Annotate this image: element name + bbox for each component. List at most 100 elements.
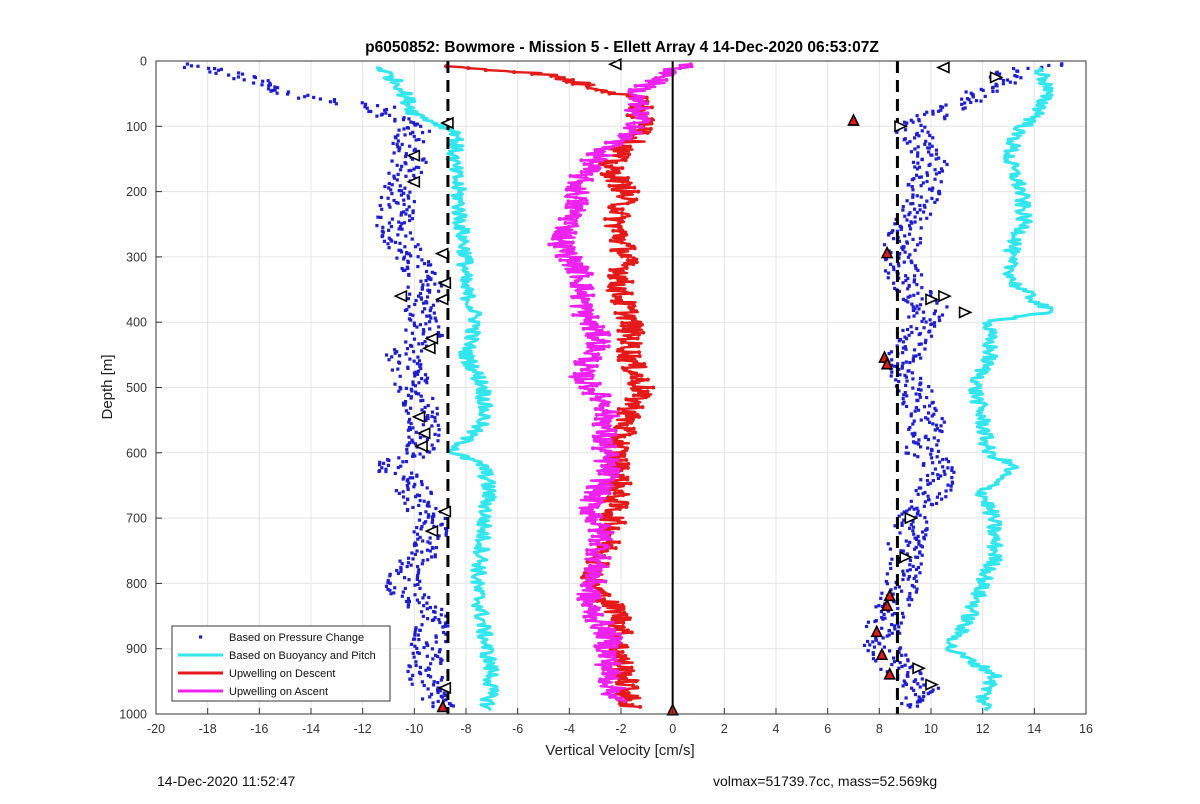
- point-based-on-pressure-change: [411, 380, 415, 384]
- point-based-on-pressure-change: [404, 154, 408, 159]
- point-based-on-pressure-change: [912, 136, 917, 140]
- point-based-on-pressure-change: [908, 563, 912, 567]
- x-tick-label: -12: [354, 722, 372, 736]
- point-based-on-pressure-change: [415, 362, 419, 366]
- point-based-on-pressure-change: [413, 593, 417, 597]
- marker-upwelling-on-ascent: [563, 220, 568, 225]
- point-based-on-pressure-change: [401, 117, 406, 122]
- point-based-on-pressure-change: [403, 501, 407, 505]
- marker-upwelling-on-ascent: [607, 146, 612, 151]
- triangle-marker: [414, 440, 428, 453]
- point-based-on-pressure-change: [416, 582, 420, 587]
- point-based-on-pressure-change: [416, 571, 420, 575]
- point-based-on-pressure-change: [387, 228, 391, 232]
- point-based-on-pressure-change: [434, 653, 438, 657]
- marker-upwelling-on-descent: [620, 483, 625, 488]
- marker-upwelling-on-descent: [634, 309, 639, 314]
- point-based-on-pressure-change: [1047, 63, 1051, 68]
- marker-upwelling-on-descent: [624, 266, 629, 271]
- point-based-on-pressure-change: [932, 312, 936, 316]
- point-based-on-pressure-change: [266, 79, 270, 83]
- marker-upwelling-on-ascent: [579, 595, 584, 600]
- point-based-on-pressure-change: [403, 586, 407, 591]
- point-based-on-pressure-change: [926, 692, 930, 696]
- marker-upwelling-on-ascent: [628, 128, 633, 133]
- point-based-on-pressure-change: [403, 133, 407, 137]
- point-based-on-pressure-change: [408, 218, 412, 223]
- point-based-on-pressure-change: [417, 568, 421, 572]
- point-based-on-pressure-change: [944, 489, 948, 493]
- point-based-on-pressure-change: [378, 203, 382, 208]
- point-based-on-pressure-change: [417, 359, 422, 363]
- point-based-on-pressure-change: [906, 276, 910, 281]
- marker-upwelling-on-descent: [616, 328, 621, 333]
- marker-upwelling-on-ascent: [550, 236, 555, 241]
- point-based-on-pressure-change: [919, 356, 923, 360]
- point-based-on-pressure-change: [919, 226, 923, 230]
- point-based-on-pressure-change: [406, 556, 411, 560]
- point-based-on-pressure-change: [384, 353, 389, 357]
- point-based-on-pressure-change: [913, 409, 917, 413]
- marker-upwelling-on-ascent: [597, 628, 602, 633]
- point-based-on-pressure-change: [909, 202, 913, 206]
- point-based-on-pressure-change: [436, 423, 440, 427]
- point-based-on-pressure-change: [419, 279, 423, 283]
- point-based-on-pressure-change: [967, 98, 971, 102]
- point-based-on-pressure-change: [903, 390, 907, 395]
- triangle-marker: [904, 511, 919, 525]
- point-based-on-pressure-change: [427, 320, 432, 324]
- point-based-on-pressure-change: [897, 339, 901, 343]
- point-based-on-pressure-change: [890, 230, 894, 235]
- point-based-on-pressure-change: [431, 512, 436, 516]
- point-based-on-pressure-change: [902, 120, 907, 124]
- point-based-on-pressure-change: [916, 161, 920, 165]
- point-based-on-pressure-change: [904, 696, 908, 700]
- point-based-on-pressure-change: [917, 542, 921, 546]
- marker-upwelling-on-ascent: [585, 273, 590, 278]
- point-based-on-pressure-change: [913, 441, 917, 445]
- point-based-on-pressure-change: [866, 639, 870, 644]
- point-based-on-pressure-change: [430, 520, 434, 524]
- point-based-on-pressure-change: [306, 93, 310, 97]
- marker-upwelling-on-ascent: [600, 463, 605, 468]
- point-based-on-pressure-change: [419, 366, 423, 371]
- point-based-on-pressure-change: [926, 411, 931, 415]
- point-based-on-pressure-change: [904, 682, 909, 687]
- triangle-marker: [424, 524, 439, 538]
- point-based-on-pressure-change: [952, 470, 956, 474]
- point-based-on-pressure-change: [911, 434, 916, 438]
- point-based-on-pressure-change: [927, 330, 931, 334]
- marker-upwelling-on-descent: [615, 168, 620, 173]
- point-based-on-pressure-change: [921, 463, 925, 467]
- point-based-on-pressure-change: [961, 107, 965, 111]
- marker-upwelling-on-descent: [629, 665, 634, 670]
- point-based-on-pressure-change: [963, 101, 967, 105]
- point-based-on-pressure-change: [426, 283, 430, 287]
- point-based-on-pressure-change: [420, 550, 424, 554]
- point-based-on-pressure-change: [906, 674, 910, 678]
- point-based-on-pressure-change: [920, 286, 924, 290]
- marker-upwelling-on-ascent: [603, 579, 608, 584]
- point-based-on-pressure-change: [916, 151, 920, 155]
- marker-upwelling-on-ascent: [587, 606, 592, 611]
- marker-upwelling-on-ascent: [642, 119, 647, 124]
- point-based-on-pressure-change: [878, 642, 882, 646]
- point-based-on-pressure-change: [915, 311, 919, 315]
- marker-upwelling-on-ascent: [601, 671, 606, 676]
- point-based-on-pressure-change: [940, 105, 945, 109]
- point-based-on-pressure-change: [901, 351, 905, 355]
- marker-upwelling-on-ascent: [645, 111, 650, 116]
- point-based-on-pressure-change: [897, 651, 901, 655]
- point-based-on-pressure-change: [995, 89, 999, 93]
- point-based-on-pressure-change: [898, 531, 902, 535]
- point-based-on-pressure-change: [421, 301, 426, 305]
- marker-upwelling-on-descent: [619, 211, 624, 216]
- marker-upwelling-on-descent: [610, 203, 615, 208]
- point-based-on-pressure-change: [908, 591, 912, 596]
- point-based-on-pressure-change: [916, 509, 920, 513]
- point-based-on-pressure-change: [916, 492, 920, 496]
- marker-upwelling-on-ascent: [608, 665, 613, 670]
- point-based-on-pressure-change: [915, 537, 919, 542]
- point-based-on-pressure-change: [919, 376, 923, 381]
- point-based-on-pressure-change: [937, 156, 941, 160]
